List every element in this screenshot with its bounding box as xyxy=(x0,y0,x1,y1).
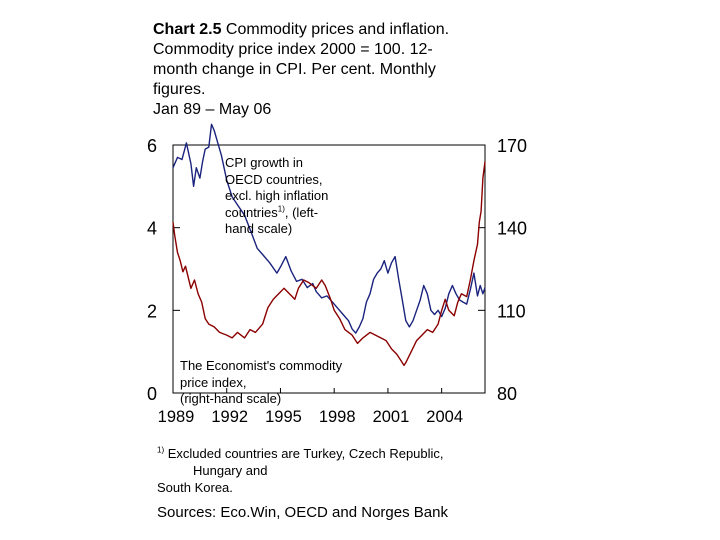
commodity-annotation-line: (right-hand scale) xyxy=(180,391,282,406)
title-line-2: Commodity price index 2000 = 100. 12- xyxy=(153,41,433,58)
cpi-annotation-line: hand scale) xyxy=(225,221,293,236)
right-axis-tick-label: 140 xyxy=(497,219,527,239)
cpi-annotation-line: excl. high inflation xyxy=(225,188,329,203)
title-date-range: Jan 89 – May 06 xyxy=(153,101,272,118)
x-axis-tick-label: 1995 xyxy=(265,408,302,426)
cpi-annotation-line: OECD countries, xyxy=(225,171,323,187)
footnote-marker: 1) xyxy=(157,445,165,455)
plot-frame xyxy=(172,144,486,394)
footnote: 1) Excluded countries are Turkey, Czech … xyxy=(157,445,444,496)
footnote-ref: 1) xyxy=(277,204,285,214)
left-axis-tick-label: 0 xyxy=(147,384,157,404)
title-line-4: figures. xyxy=(153,81,206,98)
left-axis-tick-label: 6 xyxy=(147,136,157,156)
x-axis-tick-label: 1998 xyxy=(319,408,356,426)
x-axis-tick-label: 1989 xyxy=(158,408,195,426)
cpi-annotation-line: CPI growth in xyxy=(225,155,304,170)
right-axis-tick-label: 80 xyxy=(497,384,517,404)
cpi-annotation-text: countries xyxy=(225,204,278,220)
commodity-annotation-line: price index, xyxy=(180,374,247,390)
left-axis-tick-label: 2 xyxy=(147,301,157,321)
cpi-growth-line xyxy=(172,123,486,334)
cpi-annotation-text: , (left- xyxy=(284,204,319,220)
commodity-annotation: The Economist's commodity price index, (… xyxy=(180,358,342,408)
sources-note: Sources: Eco.Win, OECD and Norges Bank xyxy=(157,504,448,521)
footnote-line: Excluded countries are Turkey, Czech Rep… xyxy=(164,446,444,461)
commodity-annotation-line: The Economist's commodity xyxy=(180,358,343,373)
left-axis-tick-label: 4 xyxy=(147,219,157,239)
x-axis-tick-label: 2001 xyxy=(373,408,410,426)
chart-title: Chart 2.5 Commodity prices and inflation… xyxy=(153,20,493,120)
footnote-line: South Korea. xyxy=(157,480,233,495)
footnote-line: Hungary and xyxy=(193,463,268,478)
x-axis-tick-label: 2004 xyxy=(426,408,463,426)
right-axis-tick-label: 170 xyxy=(497,136,527,156)
chart-number: Chart 2.5 xyxy=(153,21,222,38)
x-axis-tick-label: 1992 xyxy=(211,408,248,426)
title-line-3: month change in CPI. Per cent. Monthly xyxy=(153,61,436,78)
right-axis-tick-label: 110 xyxy=(497,301,526,321)
commodity-index-line xyxy=(172,161,486,367)
cpi-annotation: CPI growth in OECD countries, excl. high… xyxy=(225,155,328,238)
cpi-annotation-line: countries1), (left- xyxy=(225,205,328,222)
title-line-1: Commodity prices and inflation. xyxy=(221,21,450,38)
